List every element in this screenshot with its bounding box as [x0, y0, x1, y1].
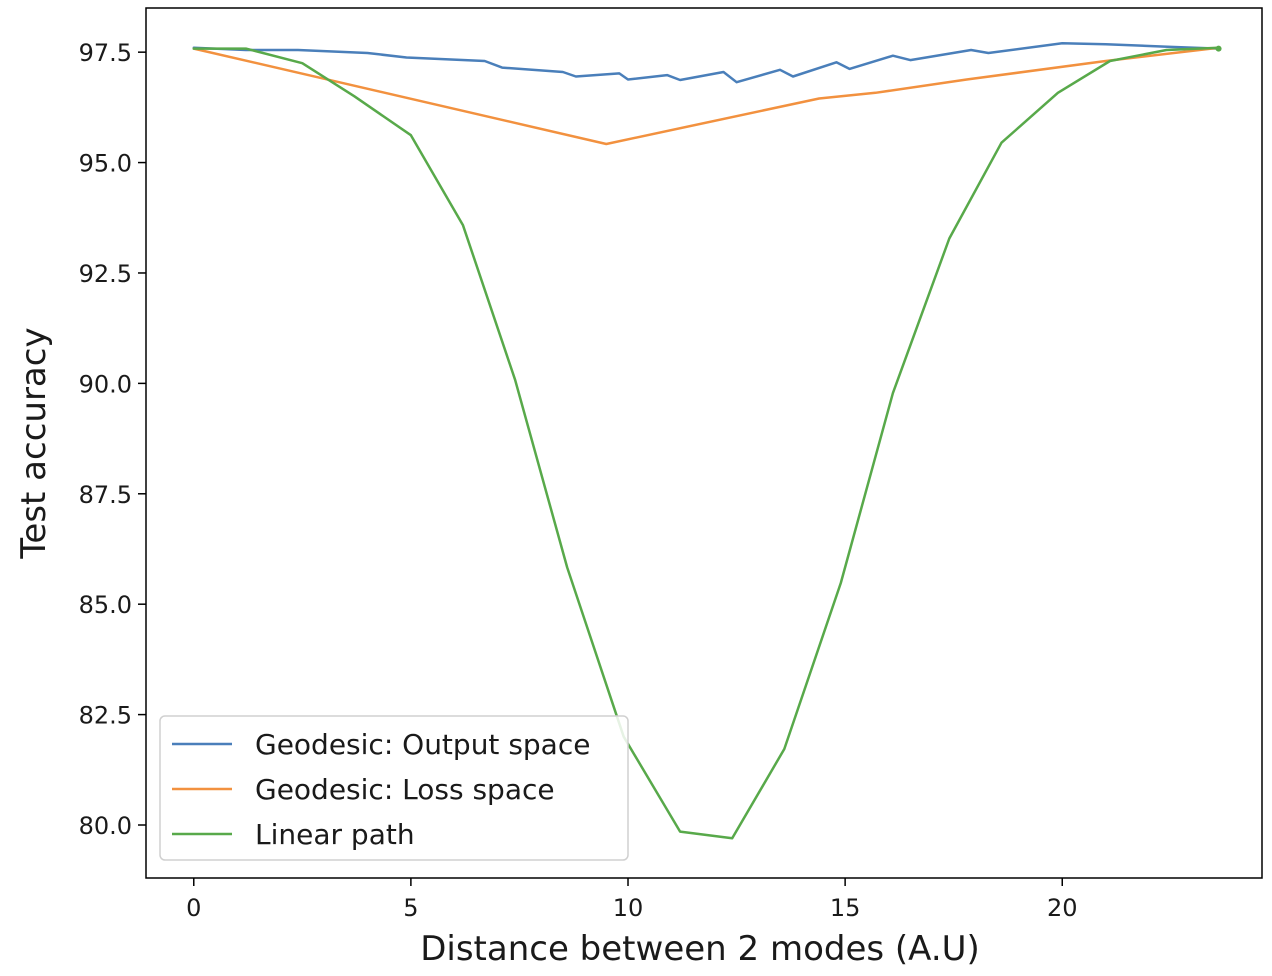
y-axis-ticks: 80.0 82.5 85.0 87.5 90.0 92.5 95.0 97.5: [79, 39, 146, 840]
x-axis-title: Distance between 2 modes (A.U): [420, 929, 980, 969]
x-tick-label: 5: [403, 894, 418, 922]
y-axis: Test accuracy: [14, 327, 54, 559]
legend-label: Geodesic: Loss space: [255, 773, 555, 806]
y-tick-label: 80.0: [79, 812, 132, 840]
x-axis: Distance between 2 modes (A.U): [420, 929, 980, 969]
series-line-3: [192, 46, 1220, 840]
y-tick-label: 95.0: [79, 150, 132, 178]
y-axis-title: Test accuracy: [14, 327, 54, 559]
series-group: [192, 42, 1222, 840]
y-tick-label: 90.0: [79, 370, 132, 398]
legend-label: Linear path: [255, 818, 415, 851]
y-tick-label: 85.0: [79, 591, 132, 619]
x-tick-label: 15: [830, 894, 861, 922]
series-line-2: [192, 46, 1220, 146]
x-tick-label: 20: [1047, 894, 1078, 922]
y-tick-label: 82.5: [79, 702, 132, 730]
series-end-marker: [1215, 45, 1222, 52]
y-tick-label: 87.5: [79, 481, 132, 509]
y-tick-label: 92.5: [79, 260, 132, 288]
legend-label: Geodesic: Output space: [255, 728, 590, 761]
legend: Geodesic: Output space Geodesic: Loss spa…: [159, 715, 629, 861]
x-tick-label: 10: [613, 894, 644, 922]
x-tick-label: 0: [186, 894, 201, 922]
legend-box: [159, 715, 629, 861]
x-axis-ticks: 0 5 10 15 20: [186, 878, 1078, 922]
y-tick-label: 97.5: [79, 39, 132, 67]
series-line-1: [192, 42, 1220, 84]
